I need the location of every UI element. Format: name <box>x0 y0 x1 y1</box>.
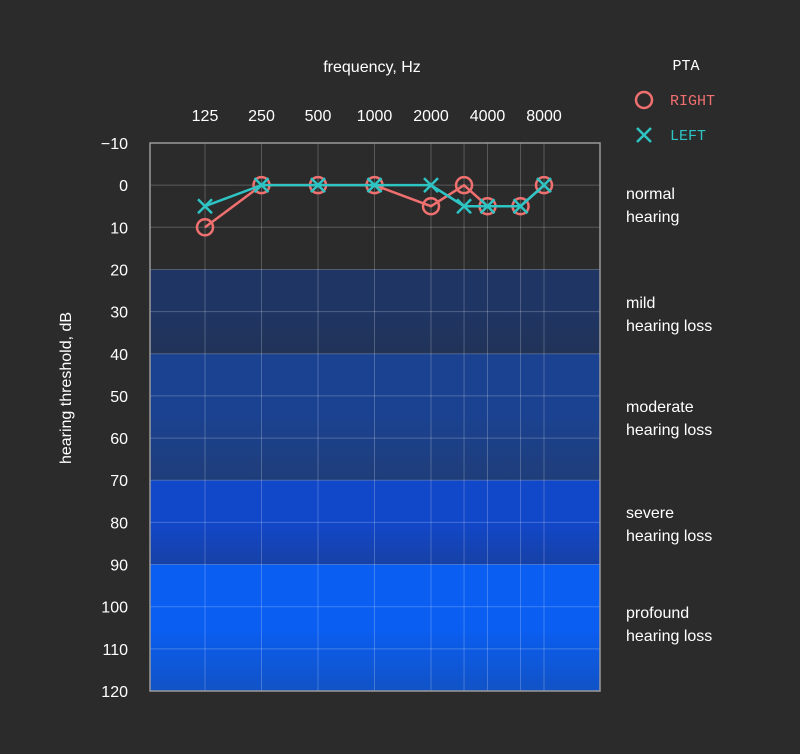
legend: PTA RIGHT LEFT <box>634 58 715 145</box>
data-point-left <box>366 177 383 194</box>
data-point-left <box>310 177 326 194</box>
data-point-right <box>454 175 474 195</box>
band-label: hearing loss <box>626 422 712 439</box>
data-point-left <box>456 198 472 215</box>
data-point-right <box>195 218 215 237</box>
y-tick-label: 40 <box>110 347 128 364</box>
band-label: mild <box>626 295 655 312</box>
band-label: hearing loss <box>626 628 712 645</box>
data-point-left <box>512 198 529 215</box>
band-label: hearing loss <box>626 318 712 335</box>
data-point-left <box>479 198 496 215</box>
y-tick-label: 20 <box>110 262 128 279</box>
y-tick-label: −10 <box>101 136 128 153</box>
band-labels: normal hearing mild hearing loss moderate hea… <box>626 186 712 645</box>
x-tick-labels: 125 250 500 1000 2000 4000 8000 <box>192 108 562 125</box>
data-point-left <box>253 177 270 194</box>
series-layer <box>195 175 554 237</box>
band-label: moderate <box>626 399 694 416</box>
y-tick-label: 80 <box>110 515 128 532</box>
x-tick-label: 4000 <box>470 108 506 125</box>
plot-frame <box>149 142 601 692</box>
x-tick-label: 250 <box>248 108 275 125</box>
legend-marker-right <box>634 90 654 110</box>
legend-marker-left <box>636 127 652 143</box>
band-rect <box>150 480 600 565</box>
legend-items: RIGHT LEFT <box>634 90 715 145</box>
y-tick-label: 70 <box>110 473 128 490</box>
y-tick-label: 50 <box>110 389 128 406</box>
x-axis-title: frequency, Hz <box>323 59 421 76</box>
x-tick-label: 1000 <box>357 108 393 125</box>
y-tick-label: 90 <box>110 558 128 575</box>
data-point-right <box>534 175 554 195</box>
band-label: severe <box>626 505 674 522</box>
y-tick-label: 100 <box>101 600 128 617</box>
band-label: hearing <box>626 209 679 226</box>
x-tick-label: 500 <box>305 108 332 125</box>
y-tick-label: 110 <box>102 642 128 659</box>
data-point-right <box>421 196 441 216</box>
bands-layer <box>150 143 600 691</box>
y-tick-label: 0 <box>119 178 128 195</box>
band-rect <box>150 353 600 481</box>
y-tick-label: 60 <box>110 431 128 448</box>
data-point-left <box>536 177 552 194</box>
x-tick-label: 2000 <box>413 108 449 125</box>
y-tick-labels: −10 0 10 20 30 40 50 60 70 80 90 100 110 120 <box>101 136 128 701</box>
data-point-left <box>197 198 213 215</box>
band-label: hearing loss <box>626 528 712 545</box>
x-tick-label: 125 <box>192 108 219 125</box>
band-rect <box>150 564 600 691</box>
legend-label-right: RIGHT <box>670 93 715 110</box>
legend-label-left: LEFT <box>670 128 706 145</box>
series-left <box>197 177 552 215</box>
band-label: normal <box>626 186 675 203</box>
y-axis-title: hearing threshold, dB <box>58 312 75 464</box>
data-point-left <box>423 177 439 194</box>
y-tick-label: 120 <box>101 684 128 701</box>
y-tick-label: 30 <box>110 305 128 322</box>
band-rect <box>150 269 600 354</box>
band-label: profound <box>626 605 689 622</box>
y-tick-label: 10 <box>110 220 128 237</box>
x-tick-label: 8000 <box>526 108 562 125</box>
legend-title: PTA <box>672 58 699 75</box>
band-rect <box>150 143 600 270</box>
